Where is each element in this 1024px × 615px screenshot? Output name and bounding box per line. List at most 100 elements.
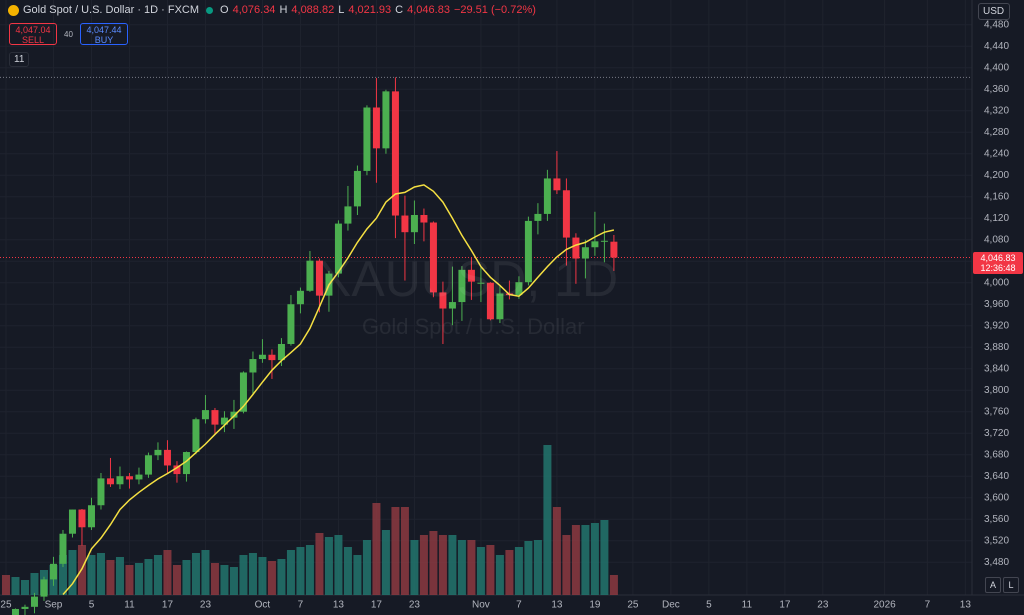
x-tick-label: Nov [472, 600, 490, 611]
y-tick-label: 4,240 [984, 148, 1009, 159]
candle-body [30, 596, 38, 607]
c-label: C [395, 4, 404, 16]
candle-body [78, 509, 86, 528]
x-tick-label: Sep [45, 600, 63, 611]
candle-body [11, 608, 19, 615]
volume-bar [296, 547, 305, 595]
change: −29.51 (−0.72%) [453, 4, 536, 16]
candle-body [106, 478, 114, 485]
candle-body [334, 223, 342, 274]
o-label: O [220, 4, 229, 16]
volume-bar [68, 550, 77, 595]
candle-body [572, 237, 580, 259]
sell-button[interactable]: 4,047.04 SELL [9, 23, 57, 45]
buy-button[interactable]: 4,047.44 BUY [80, 23, 128, 45]
y-tick-label: 4,160 [984, 191, 1009, 202]
log-button[interactable]: L [1003, 577, 1019, 593]
volume-bar [514, 547, 523, 595]
moving-average [62, 184, 615, 595]
x-tick-label: 17 [162, 600, 174, 611]
volume-bar [286, 550, 295, 595]
candle-body [287, 304, 295, 344]
legend-header: Gold Spot / U.S. Dollar · 1D · FXCM O 4,0… [8, 4, 536, 16]
volume-bar [172, 565, 181, 595]
volume-bar [153, 555, 162, 595]
sell-price: 4,047.04 [15, 25, 51, 35]
volume-bar [505, 550, 514, 595]
candle-body [258, 354, 266, 360]
status-dot [206, 6, 214, 14]
symbol-icon [8, 4, 19, 16]
x-tick-label: 19 [589, 600, 601, 611]
price-label: 4,046.83 12:36:48 [973, 251, 1023, 274]
candle-body [610, 241, 618, 258]
x-tick-label: 17 [779, 600, 791, 611]
volume-bar [391, 507, 400, 595]
candle-body [401, 215, 409, 233]
candle-body [211, 410, 219, 425]
candle-body [553, 178, 561, 191]
candle-body [59, 533, 67, 564]
candle-body [192, 419, 200, 453]
candle-body [439, 292, 447, 309]
y-tick-label: 4,120 [984, 213, 1009, 224]
volume-bar [562, 535, 571, 595]
watermark: XAUUSD, 1D [318, 251, 619, 307]
candle-body [458, 269, 466, 303]
volume-bar [220, 565, 229, 595]
y-tick-label: 3,800 [984, 385, 1009, 396]
candle-body [249, 359, 257, 373]
candle-body [391, 91, 399, 216]
volume-bar [144, 559, 153, 595]
volume-bar [457, 540, 466, 595]
l-label: L [338, 4, 345, 16]
candle-body [315, 260, 323, 296]
y-tick-label: 4,480 [984, 19, 1009, 30]
candle-body [515, 282, 523, 296]
candle-body [477, 282, 485, 284]
x-tick-label: 13 [551, 600, 563, 611]
volume-bar [400, 507, 409, 595]
candle-body [420, 214, 428, 223]
indicator-toggle[interactable]: 11 [9, 52, 30, 67]
volume-bar [20, 580, 29, 595]
volume-bar [315, 533, 324, 595]
volume-bar [438, 535, 447, 595]
volume-bar [106, 560, 115, 595]
c-value: 4,046.83 [407, 4, 450, 16]
auto-button[interactable]: A [985, 577, 1001, 593]
countdown: 12:36:48 [980, 262, 1016, 273]
candle-body [154, 449, 162, 456]
volume-bar [552, 507, 561, 595]
candle-body [201, 410, 209, 420]
y-tick-label: 3,840 [984, 363, 1009, 374]
volume-bar [163, 550, 172, 595]
price-label-value: 4,046.83 [980, 252, 1016, 263]
volume-bar [182, 560, 191, 595]
symbol: Gold Spot / U.S. Dollar · 1D · FXCM [23, 4, 200, 16]
candle-body [40, 579, 48, 597]
volume-bar [486, 545, 495, 595]
candle-body [410, 214, 418, 233]
volume-bar [87, 555, 96, 595]
x-tick-label: 5 [89, 600, 95, 611]
candle-body [591, 241, 599, 248]
y-tick-label: 3,720 [984, 428, 1009, 439]
volume-bar [258, 557, 267, 595]
volume-bar [429, 531, 438, 595]
x-tick-label: 11 [742, 600, 753, 611]
volume-bar [600, 520, 609, 595]
volume-bar [201, 550, 210, 595]
volume-bar [115, 557, 124, 595]
volume-bar [571, 525, 580, 595]
volume-bar [476, 547, 485, 595]
volume-bar [590, 523, 599, 595]
volume-bar [30, 573, 39, 595]
buy-label: BUY [94, 35, 114, 45]
x-tick-label: 25 [627, 600, 639, 611]
currency-button[interactable]: USD [978, 3, 1010, 20]
y-tick-label: 4,080 [984, 234, 1009, 245]
x-tick-label: 5 [706, 600, 712, 611]
